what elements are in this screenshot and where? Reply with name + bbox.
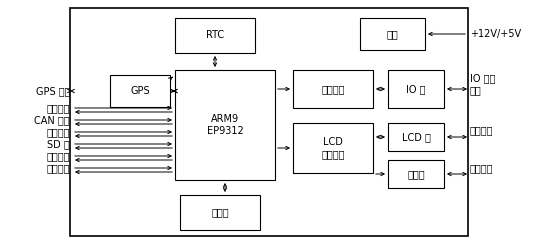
Text: 串行接口: 串行接口 [47, 127, 70, 137]
Bar [388, 70, 444, 108]
Text: 键盘口: 键盘口 [407, 169, 425, 179]
Text: CAN 接口: CAN 接口 [34, 115, 70, 125]
Text: 手持接口: 手持接口 [470, 163, 494, 173]
Bar [293, 70, 373, 108]
Text: RTC: RTC [206, 30, 224, 40]
Text: IO 口: IO 口 [406, 84, 426, 94]
Text: IO 总线
接口: IO 总线 接口 [470, 73, 495, 95]
Text: 网络接口: 网络接口 [47, 103, 70, 113]
Bar [293, 123, 373, 173]
Text: 音频接口: 音频接口 [47, 151, 70, 161]
Text: 电源: 电源 [386, 29, 399, 39]
Text: 总线接口: 总线接口 [321, 84, 345, 94]
Bar [175, 70, 275, 180]
Bar [180, 195, 260, 230]
Bar [110, 75, 170, 107]
Text: 视频接口: 视频接口 [47, 163, 70, 173]
Text: GPS: GPS [130, 86, 150, 96]
Bar [360, 18, 425, 50]
Bar [388, 123, 444, 151]
Text: LCD
键盘接口: LCD 键盘接口 [321, 137, 345, 159]
Text: LCD 口: LCD 口 [401, 132, 430, 142]
Bar [175, 18, 255, 53]
Text: SD 卡: SD 卡 [47, 139, 70, 149]
Text: 显示接口: 显示接口 [470, 125, 494, 135]
Text: +12V/+5V: +12V/+5V [470, 29, 521, 39]
Bar [70, 8, 468, 236]
Text: ARM9
EP9312: ARM9 EP9312 [207, 114, 244, 136]
Text: GPS 接口: GPS 接口 [36, 86, 70, 96]
Bar [388, 160, 444, 188]
Text: 存储器: 存储器 [211, 208, 229, 218]
